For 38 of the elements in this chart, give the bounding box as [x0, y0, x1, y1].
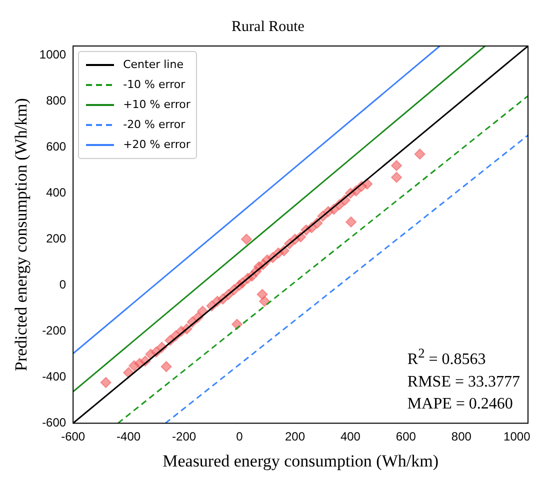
- annotation: RMSE = 33.3777: [407, 372, 520, 392]
- x-tick-label: 200: [284, 430, 306, 444]
- chart-title: Rural Route: [232, 18, 305, 35]
- point: [391, 172, 402, 183]
- x-tick-label: 400: [340, 430, 361, 444]
- annotation: MAPE = 0.2460: [407, 394, 514, 414]
- point: [391, 160, 402, 172]
- x-tick-label: 1000: [504, 430, 531, 444]
- y-tick-label: 800: [46, 94, 66, 108]
- x-tick-label: 0: [236, 430, 244, 444]
- y-tick-label: 1000: [39, 48, 66, 62]
- legend-label: +20 % error: [123, 137, 190, 153]
- y-tick-label: -600: [42, 416, 66, 430]
- point: [346, 216, 357, 228]
- x-tick-label: -600: [61, 430, 86, 444]
- x-tick-label: -200: [172, 430, 196, 444]
- point: [414, 148, 426, 160]
- point: [100, 376, 112, 388]
- x-tick-label: 800: [451, 430, 472, 444]
- point: [160, 361, 172, 372]
- legend-label: -10 % error: [123, 77, 186, 93]
- legend-label: Center line: [123, 57, 184, 73]
- y-tick-label: -200: [42, 324, 66, 338]
- x-tick-label: 600: [396, 430, 416, 444]
- y-tick-label: 400: [46, 186, 66, 200]
- legend-label: +10 % error: [123, 97, 190, 113]
- y-tick-label: 200: [46, 232, 66, 246]
- x-tick-label: -400: [116, 430, 141, 444]
- legend-label: -20 % error: [123, 117, 186, 133]
- point: [240, 234, 252, 245]
- y-axis-title: Predicted energy consumption (Wh/km): [12, 98, 31, 372]
- y-tick-label: 0: [59, 278, 66, 292]
- point: [256, 288, 268, 300]
- point: [258, 296, 270, 307]
- y-tick-label: -400: [42, 370, 66, 384]
- annotation: R$^{2}$ = 0.8563: [407, 344, 487, 370]
- x-axis-title: Measured energy consumption (Wh/km): [162, 451, 438, 470]
- y-tick-label: 600: [46, 140, 66, 154]
